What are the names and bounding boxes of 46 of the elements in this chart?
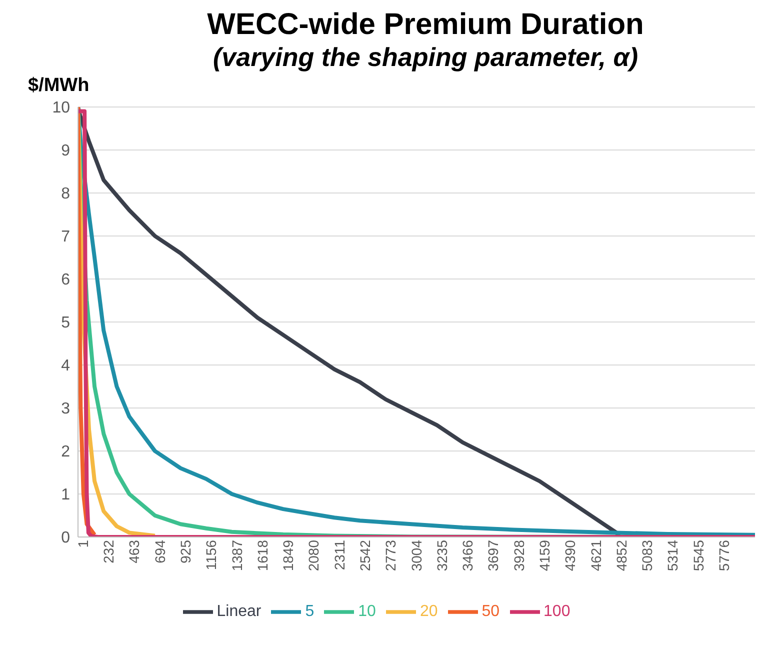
x-tick-label: 463 xyxy=(126,540,142,564)
y-tick-label: 3 xyxy=(61,400,70,418)
x-tick-label: 2542 xyxy=(356,540,373,572)
legend-label: 100 xyxy=(544,603,570,620)
x-tick-label: 694 xyxy=(152,540,168,564)
x-tick-label: 3928 xyxy=(510,540,527,572)
legend-label: Linear xyxy=(216,603,262,620)
legend-label: 10 xyxy=(358,603,376,620)
x-tick-label: 1849 xyxy=(280,540,296,572)
x-tick-label: 3466 xyxy=(460,540,476,572)
chart-title: WECC-wide Premium Duration xyxy=(206,8,645,42)
x-tick-label: 925 xyxy=(178,540,194,564)
legend-label: 20 xyxy=(420,603,438,620)
x-tick-label: 5776 xyxy=(716,540,732,572)
x-tick-label: 1387 xyxy=(228,540,245,572)
legend-label: 50 xyxy=(482,603,500,620)
y-tick-label: 5 xyxy=(61,314,70,332)
x-tick-label: 4852 xyxy=(613,540,630,572)
legend-label: 5 xyxy=(305,603,314,620)
x-tick-label: 5314 xyxy=(664,540,681,572)
y-tick-label: 1 xyxy=(61,486,70,504)
x-tick-label: 1618 xyxy=(254,540,270,572)
y-tick-label: 8 xyxy=(61,186,70,203)
y-tick-label: 0 xyxy=(61,530,70,547)
x-tick-label: 3697 xyxy=(485,540,502,572)
x-tick-label: 4390 xyxy=(562,540,578,572)
x-tick-label: 2773 xyxy=(382,540,399,572)
y-axis-title: $/MWh xyxy=(28,75,90,97)
x-tick-label: 1156 xyxy=(203,540,220,570)
x-tick-label: 1 xyxy=(74,540,91,548)
y-tick-label: 7 xyxy=(61,228,70,246)
x-tick-label: 4621 xyxy=(588,540,604,572)
y-tick-label: 10 xyxy=(52,100,70,117)
x-tick-label: 232 xyxy=(100,540,117,564)
x-tick-label: 5083 xyxy=(639,540,656,572)
y-tick-label: 2 xyxy=(61,444,70,461)
y-tick-label: 4 xyxy=(61,358,70,375)
x-tick-label: 3235 xyxy=(434,540,450,572)
x-tick-label: 3004 xyxy=(408,540,424,572)
x-tick-label: 2311 xyxy=(331,540,348,570)
x-tick-label: 2080 xyxy=(306,540,322,572)
x-tick-label: 4159 xyxy=(536,540,552,572)
y-tick-label: 9 xyxy=(61,142,70,160)
chart-subtitle: (varying the shaping parameter, α) xyxy=(212,42,639,73)
x-tick-label: 5545 xyxy=(690,540,706,572)
y-tick-label: 6 xyxy=(61,272,70,289)
